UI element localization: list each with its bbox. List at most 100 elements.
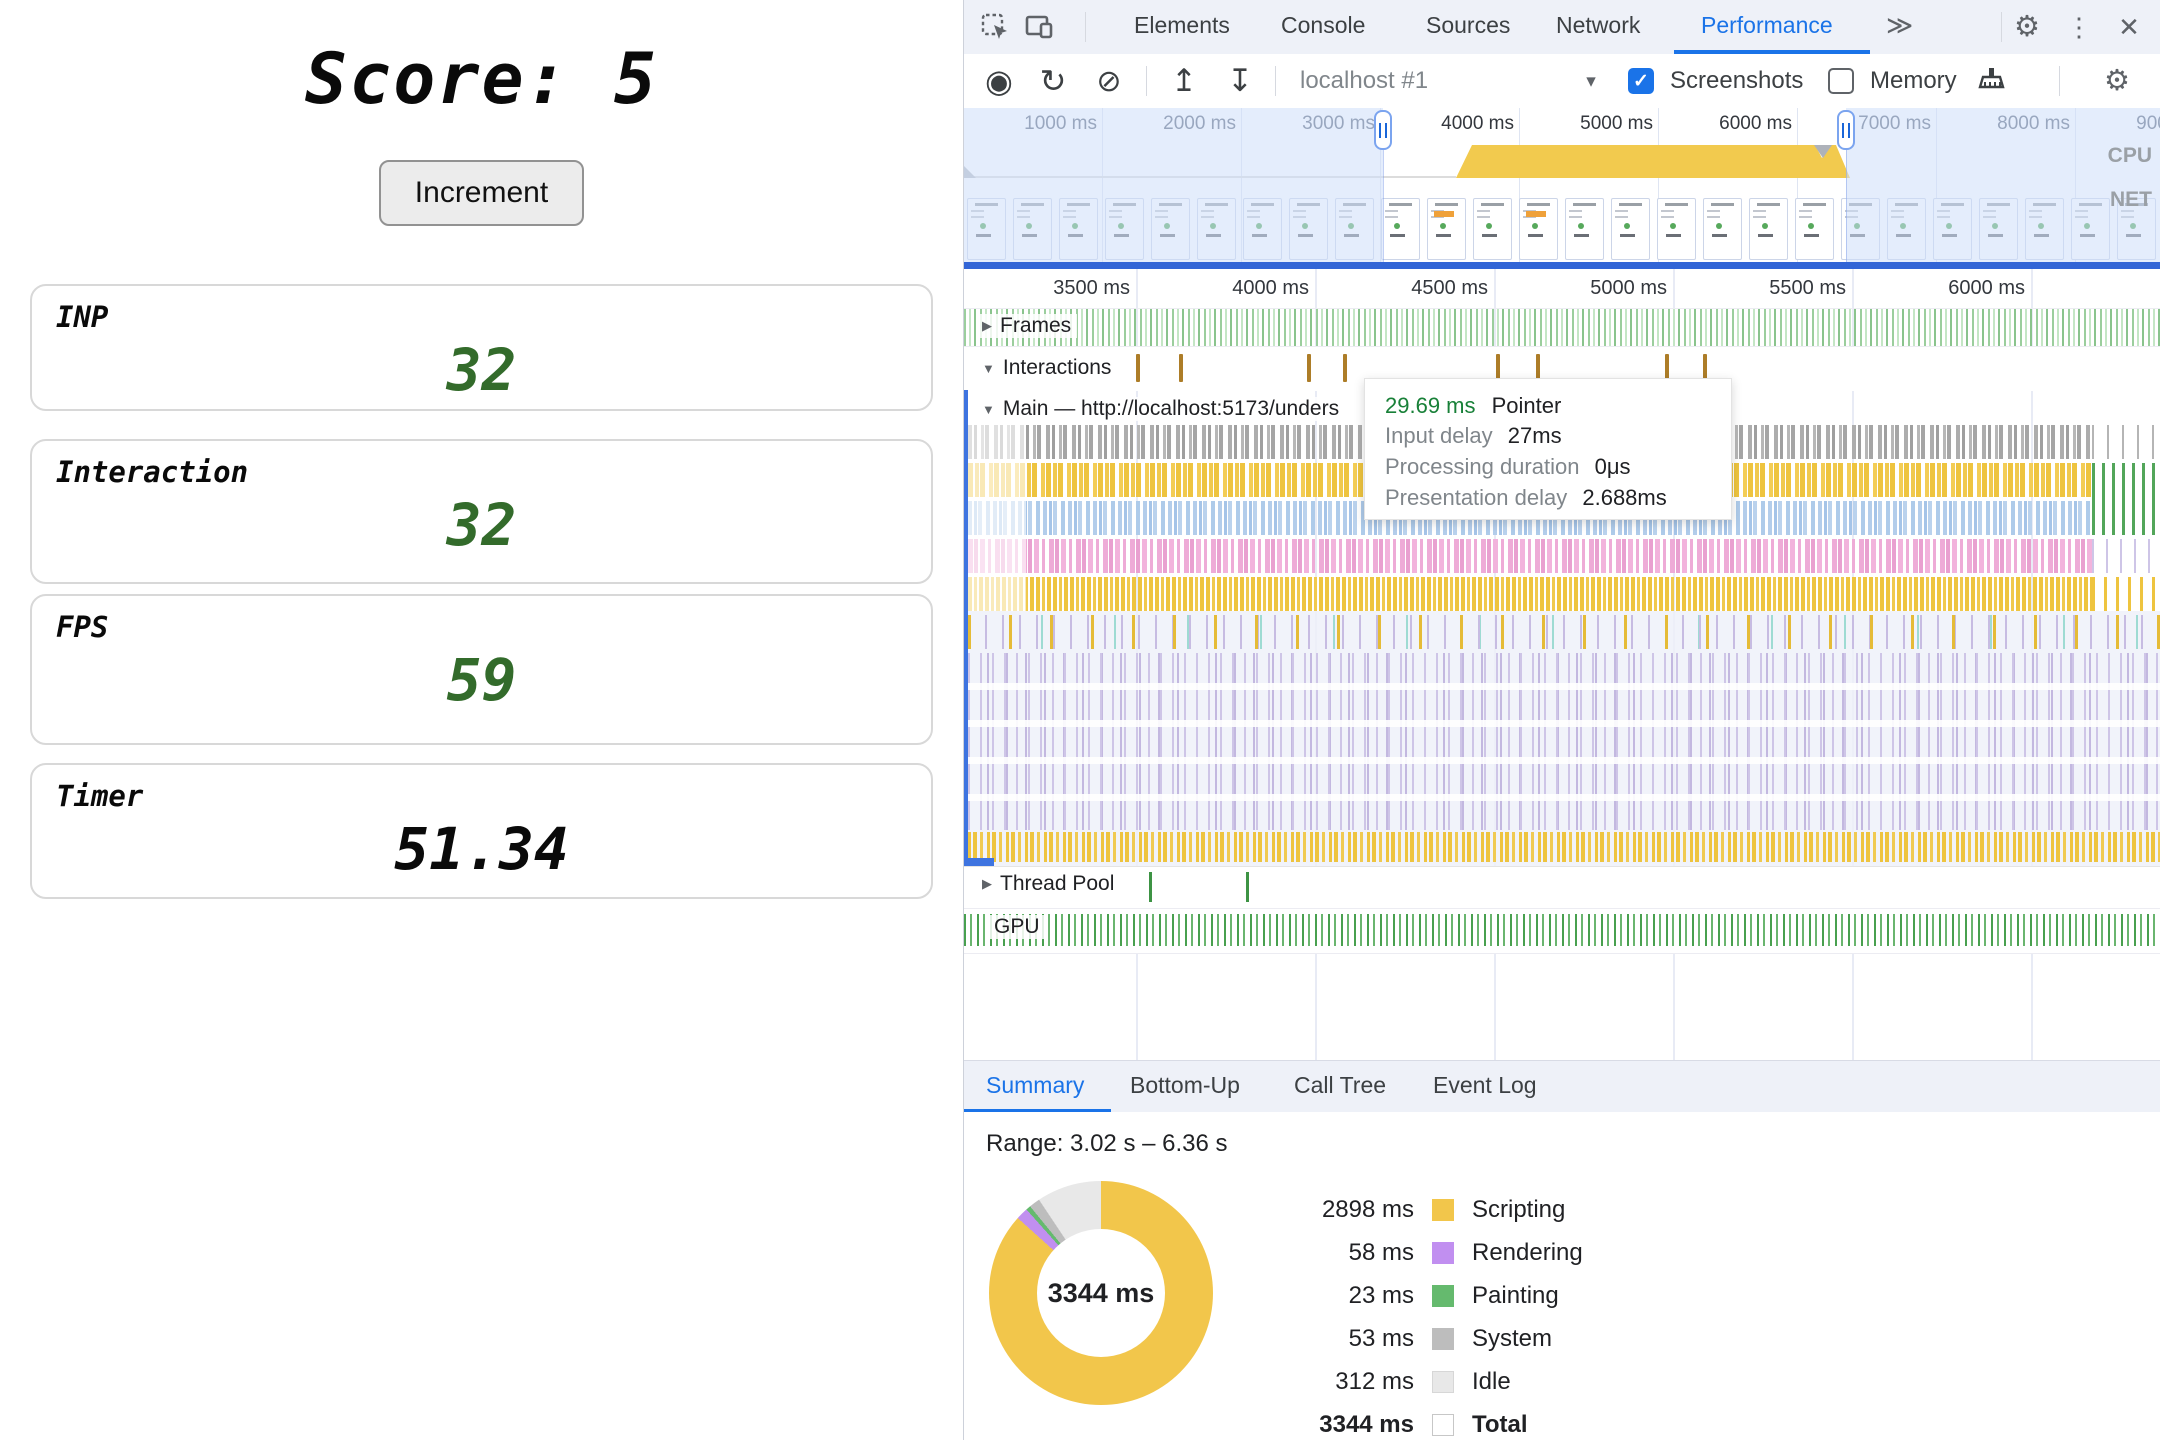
legend-value: 2898 ms — [1321, 1195, 1414, 1223]
tab-event-log[interactable]: Event Log — [1433, 1071, 1537, 1098]
frames-track-label[interactable]: ▶ Frames — [976, 314, 1078, 338]
legend-swatch — [1432, 1370, 1454, 1393]
toolbar-divider — [2001, 12, 2002, 42]
selection-handle-right[interactable] — [1837, 110, 1855, 150]
overview-detail-divider[interactable] — [964, 262, 2160, 269]
metric-cards: INP 32 Interaction 32 FPS 59 Timer 51.34 — [30, 284, 933, 899]
tab-network[interactable]: Network — [1556, 11, 1641, 38]
performance-toolbar: ◉ ↻ ⊘ ↥ ↧ localhost #1 ▾ ✓ Screenshots M… — [964, 54, 2160, 109]
interaction-marker[interactable] — [1496, 354, 1500, 382]
expanded-arrow-icon[interactable]: ▼ — [982, 360, 995, 376]
filmstrip-thumbnail[interactable] — [1795, 198, 1834, 260]
ruler-tick-label: 4000 ms — [1441, 113, 1514, 134]
legend-value: 53 ms — [1348, 1324, 1414, 1352]
filmstrip-thumbnail[interactable] — [1657, 198, 1696, 260]
filmstrip-thumbnail[interactable] — [1519, 198, 1558, 260]
device-toolbar-icon[interactable] — [1022, 10, 1056, 44]
interaction-marker[interactable] — [1703, 354, 1707, 382]
tooltip-row: Input delay 27ms — [1385, 423, 1562, 448]
download-profile-icon[interactable]: ↧ — [1227, 63, 1253, 98]
donut-total-label: 3344 ms — [1047, 1277, 1155, 1308]
close-icon[interactable]: ✕ — [2118, 12, 2140, 42]
screenshots-label: Screenshots — [1670, 67, 1804, 94]
flame-row-scripting-2[interactable] — [968, 577, 2092, 611]
chevron-down-icon[interactable]: ▾ — [1586, 70, 1596, 92]
interaction-marker[interactable] — [1665, 354, 1669, 382]
tab-console[interactable]: Console — [1281, 11, 1366, 38]
upload-profile-icon[interactable]: ↥ — [1171, 63, 1197, 98]
interaction-marker[interactable] — [1343, 354, 1347, 382]
metric-label: INP — [56, 300, 109, 334]
thread-pool-event[interactable] — [1149, 872, 1152, 902]
collapsed-arrow-icon[interactable]: ▶ — [982, 318, 992, 333]
filmstrip-thumbnail[interactable] — [1703, 198, 1742, 260]
legend-label: Scripting — [1472, 1195, 1566, 1223]
tab-elements[interactable]: Elements — [1134, 11, 1230, 38]
metric-value: 32 — [446, 491, 517, 559]
legend-row: 23 ms Painting — [1254, 1274, 1583, 1317]
memory-checkbox[interactable] — [1828, 62, 1854, 100]
filmstrip-thumbnail[interactable] — [1427, 198, 1466, 260]
legend-swatch — [1432, 1241, 1454, 1264]
flame-rows-gc[interactable] — [968, 653, 2160, 830]
legend-label: Painting — [1472, 1281, 1559, 1309]
screenshots-checkbox[interactable]: ✓ — [1628, 62, 1654, 100]
tab-call-tree[interactable]: Call Tree — [1294, 1071, 1387, 1098]
thread-pool-track[interactable] — [964, 866, 2160, 909]
main-track-label[interactable]: ▼ Main — http://localhost:5173/unders — [976, 397, 1346, 421]
menu-dots-icon[interactable]: ⋮ — [2066, 12, 2092, 42]
thread-pool-event[interactable] — [1246, 872, 1249, 902]
flame-row-bottom[interactable] — [968, 832, 2160, 862]
summary-range: Range: 3.02 s – 6.36 s — [986, 1130, 1228, 1157]
collapsed-arrow-icon[interactable]: ▶ — [982, 876, 992, 891]
legend-label: System — [1472, 1324, 1553, 1352]
inspect-element-icon[interactable] — [978, 10, 1012, 44]
filmstrip-thumbnail[interactable] — [1749, 198, 1788, 260]
filmstrip-thumbnail[interactable] — [1611, 198, 1650, 260]
interactions-track-label[interactable]: ▼ Interactions — [976, 356, 1118, 380]
thread-pool-track-label[interactable]: ▶ Thread Pool — [976, 872, 1121, 896]
increment-button[interactable]: Increment — [378, 160, 585, 226]
settings-gear-icon[interactable]: ⚙ — [2014, 10, 2040, 43]
reload-record-icon[interactable]: ↻ — [1039, 63, 1067, 99]
flame-row-sparse[interactable] — [968, 615, 2160, 649]
interaction-tooltip: 29.69 ms Pointer Input delay 27ms Proces… — [1364, 378, 1732, 520]
tab-performance[interactable]: Performance — [1701, 11, 1833, 38]
ruler-tick-label: 6000 ms — [1948, 277, 2025, 299]
clear-icon[interactable]: ⊘ — [1096, 64, 1122, 98]
toolbar-divider — [1275, 66, 1276, 96]
tooltip-row: Processing duration 0μs — [1385, 454, 1631, 479]
interaction-marker[interactable] — [1136, 354, 1140, 382]
legend-swatch — [1432, 1284, 1454, 1307]
tab-summary[interactable]: Summary — [986, 1071, 1085, 1098]
details-tabbar: Summary Bottom-Up Call Tree Event Log — [964, 1060, 2160, 1113]
score-heading: Score: 5 — [304, 38, 659, 120]
history-selector[interactable]: localhost #1 — [1300, 67, 1429, 94]
flame-row-rendering[interactable] — [968, 539, 2092, 573]
ruler-tick-label: 6000 ms — [1719, 113, 1792, 134]
filmstrip-thumbnail[interactable] — [1381, 198, 1420, 260]
garbage-collect-icon[interactable] — [1976, 62, 2006, 100]
tab-bottom-up[interactable]: Bottom-Up — [1130, 1071, 1240, 1098]
expanded-arrow-icon[interactable]: ▼ — [982, 401, 995, 417]
filmstrip-thumbnail[interactable] — [1565, 198, 1604, 260]
interaction-marker[interactable] — [1179, 354, 1183, 382]
flame-tail — [2092, 577, 2160, 611]
filmstrip-thumbnail[interactable] — [1473, 198, 1512, 260]
selection-handle-left[interactable] — [1374, 110, 1392, 150]
interaction-marker[interactable] — [1307, 354, 1311, 382]
ruler-tick-label: 4500 ms — [1411, 277, 1488, 299]
capture-settings-gear-icon[interactable]: ⚙ — [2104, 64, 2130, 97]
ruler-tick-label: 3500 ms — [1053, 277, 1130, 299]
gpu-track-label[interactable]: GPU — [988, 915, 1046, 939]
metric-label: Timer — [56, 779, 144, 813]
summary-legend: 2898 ms Scripting 58 ms Rendering 23 ms Paint… — [1254, 1188, 1583, 1440]
overview-shade-left — [964, 108, 1383, 262]
record-icon[interactable]: ◉ — [985, 63, 1013, 99]
metric-value: 32 — [446, 336, 517, 404]
tab-sources[interactable]: Sources — [1426, 11, 1511, 38]
interaction-marker[interactable] — [1536, 354, 1540, 382]
ruler-tick-label: 4000 ms — [1232, 277, 1309, 299]
more-tabs-icon[interactable]: ≫ — [1886, 9, 1914, 40]
frames-track[interactable] — [964, 308, 2160, 347]
